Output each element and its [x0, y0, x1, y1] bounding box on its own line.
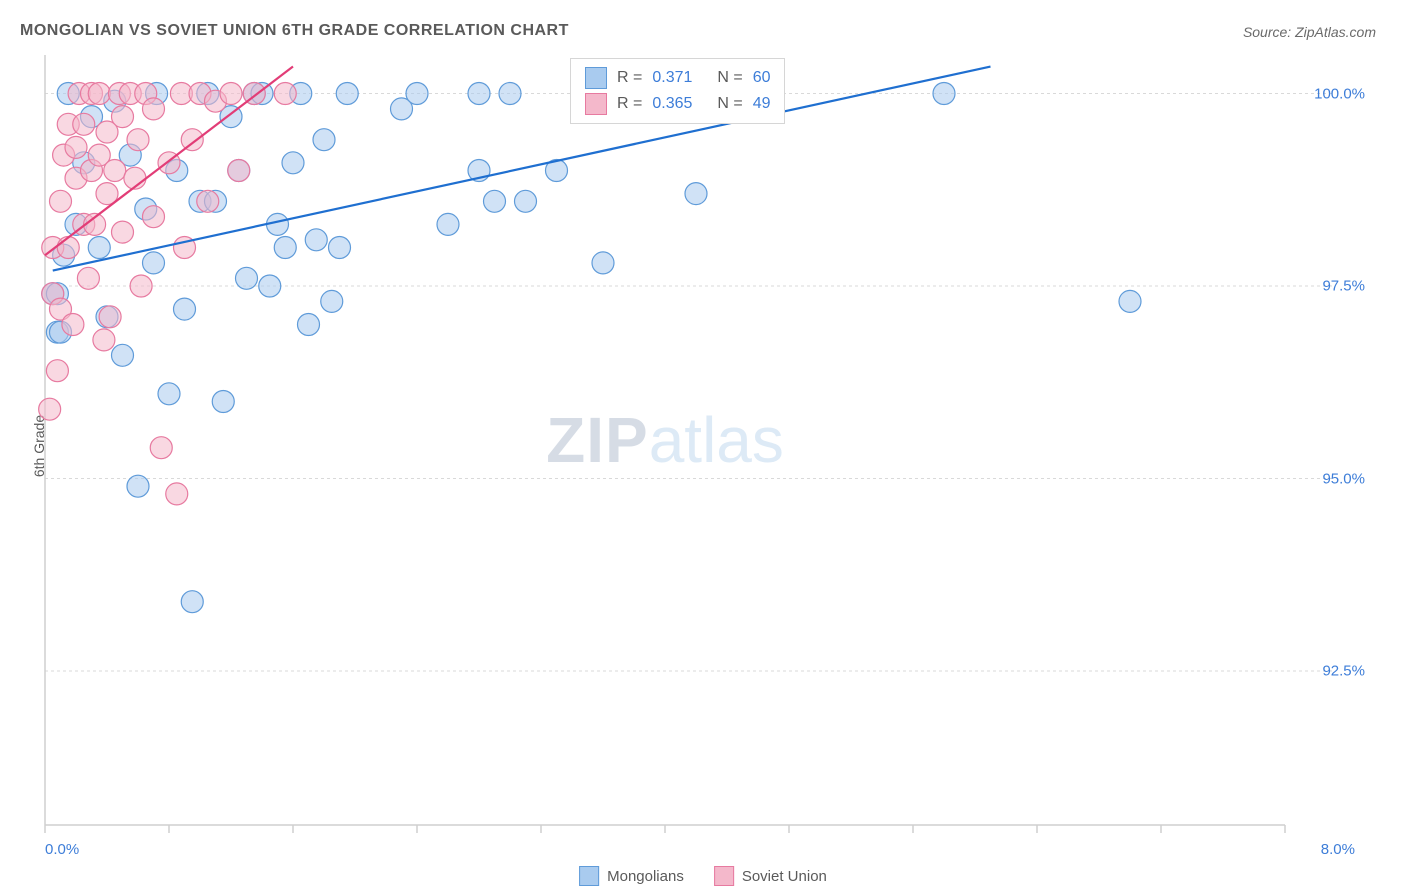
- r-label: R =: [617, 69, 642, 87]
- r-value: 0.371: [652, 69, 707, 87]
- y-tick-label: 92.5%: [1322, 663, 1365, 680]
- scatter-svg: [45, 55, 1285, 825]
- y-tick-label: 95.0%: [1322, 470, 1365, 487]
- y-tick-label: 97.5%: [1322, 278, 1365, 295]
- legend-item: Soviet Union: [714, 866, 827, 886]
- r-value: 0.365: [652, 95, 707, 113]
- correlation-row: R = 0.365 N = 49: [585, 91, 770, 117]
- x-axis-start: 0.0%: [45, 841, 79, 858]
- series-legend: Mongolians Soviet Union: [579, 866, 827, 886]
- n-label: N =: [717, 69, 742, 87]
- legend-swatch: [714, 866, 734, 886]
- chart-plot-area: ZIPatlas 100.0%97.5%95.0%92.5% R =0.371N…: [45, 55, 1285, 825]
- legend-swatch: [585, 67, 607, 89]
- legend-swatch: [579, 866, 599, 886]
- n-label: N =: [717, 95, 742, 113]
- n-value: 49: [753, 95, 771, 113]
- legend-label: Soviet Union: [742, 868, 827, 885]
- source-label: Source: ZipAtlas.com: [1243, 24, 1376, 40]
- legend-swatch: [585, 93, 607, 115]
- correlation-legend: R = 0.371 N = 60 R = 0.365 N = 49: [570, 58, 785, 124]
- chart-title: MONGOLIAN VS SOVIET UNION 6TH GRADE CORR…: [20, 22, 569, 40]
- r-label: R =: [617, 95, 642, 113]
- n-value: 60: [753, 69, 771, 87]
- y-tick-label: 100.0%: [1314, 85, 1365, 102]
- correlation-row: R = 0.371 N = 60: [585, 65, 770, 91]
- x-axis-end: 8.0%: [1321, 841, 1355, 858]
- legend-item: Mongolians: [579, 866, 684, 886]
- legend-label: Mongolians: [607, 868, 684, 885]
